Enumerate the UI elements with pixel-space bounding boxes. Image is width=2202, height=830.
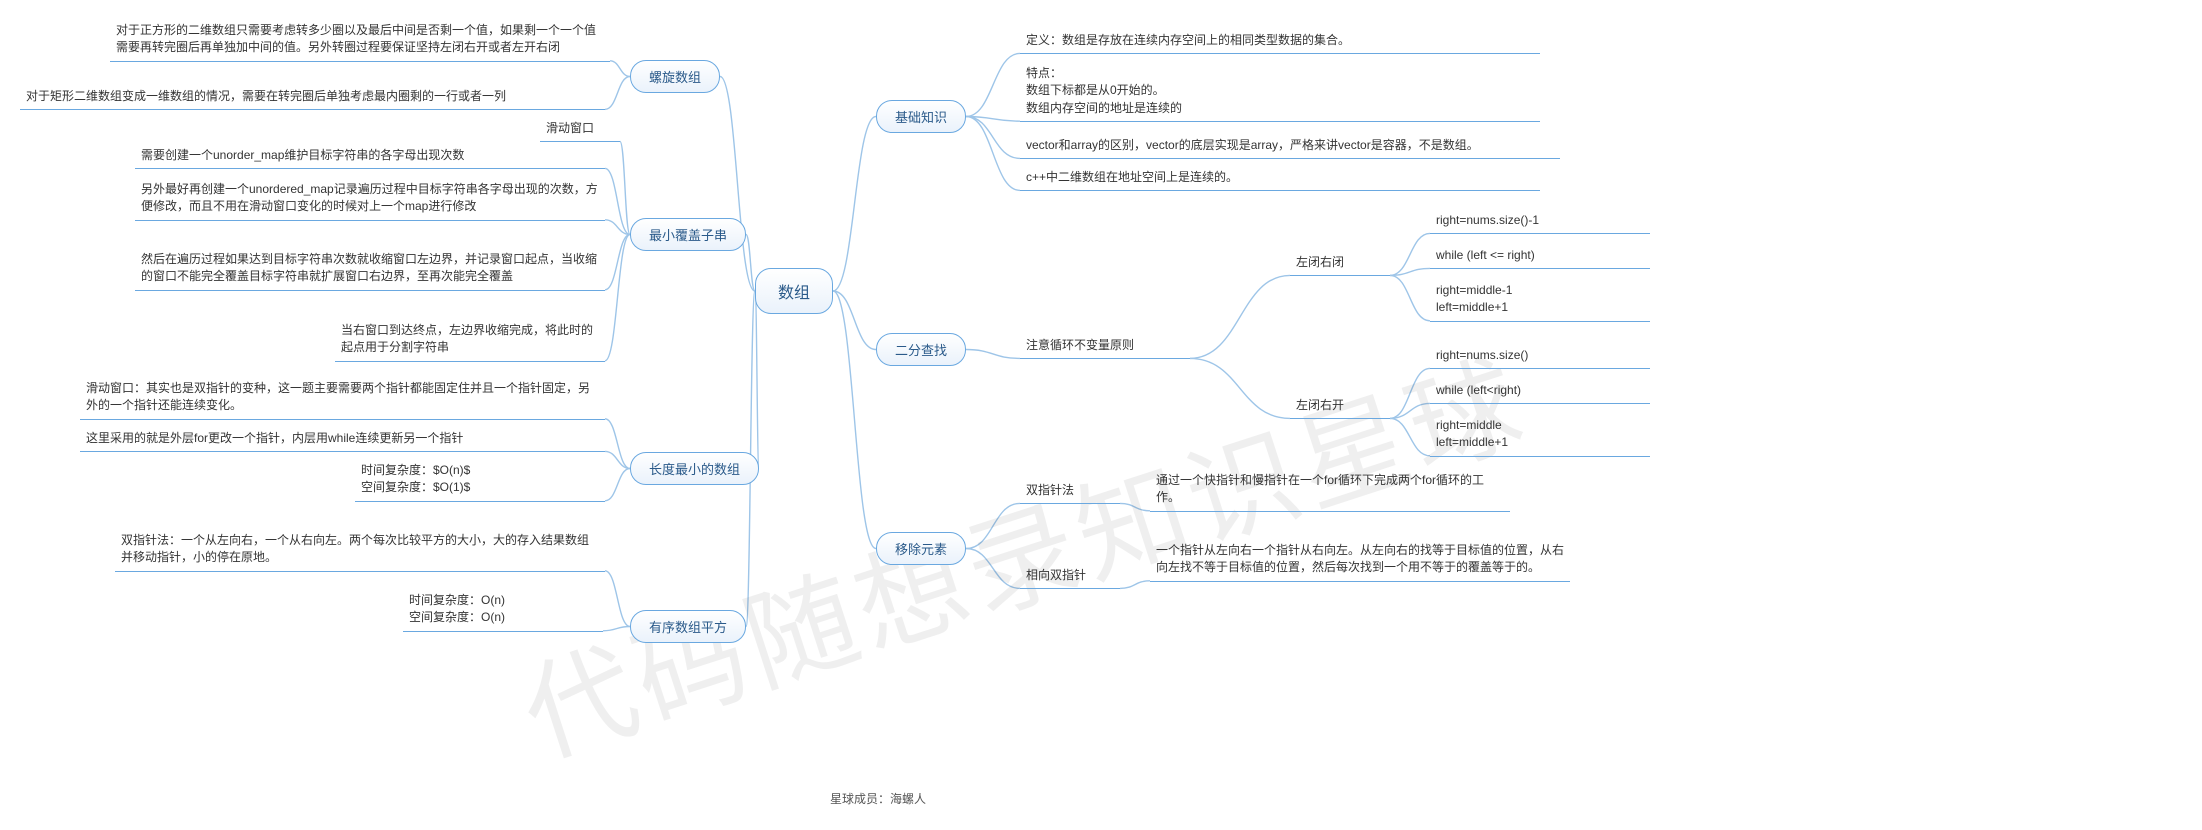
leaf-l_bin_lc2: while (left <= right) — [1430, 245, 1650, 269]
leaf-l_b4: c++中二维数组在地址空间上是连续的。 — [1020, 167, 1540, 191]
branch-b_spiral: 螺旋数组 — [630, 60, 720, 93]
branch-b_sqr: 有序数组平方 — [630, 610, 746, 643]
branch-b_basic: 基础知识 — [876, 100, 966, 133]
footer-credit: 星球成员：海螺人 — [830, 790, 926, 807]
branch-b_minsub: 最小覆盖子串 — [630, 218, 746, 251]
leaf-l_rm1d: 通过一个快指针和慢指针在一个for循环下完成两个for循环的工作。 — [1150, 470, 1510, 512]
leaf-l_sq2: 时间复杂度：O(n) 空间复杂度：O(n) — [403, 590, 603, 632]
leaf-l_b1: 定义：数组是存放在连续内存空间上的相同类型数据的集合。 — [1020, 30, 1540, 54]
leaf-l_ms0: 滑动窗口 — [540, 118, 620, 142]
leaf-l_sq1: 双指针法：一个从左向右，一个从右向左。两个每次比较平方的大小，大的存入结果数组并… — [115, 530, 605, 572]
leaf-l_ml3: 时间复杂度：$O(n)$ 空间复杂度：$O(1)$ — [355, 460, 605, 502]
leaf-l_ml2: 这里采用的就是外层for更改一个指针，内层用while连续更新另一个指针 — [80, 428, 605, 452]
leaf-l_bin_lo3: right=middle left=middle+1 — [1430, 415, 1650, 457]
leaf-l_bin_lc1: right=nums.size()-1 — [1430, 210, 1650, 234]
branch-root: 数组 — [755, 268, 833, 314]
leaf-l_bin_lc: 左闭右闭 — [1290, 252, 1390, 276]
branch-b_rm: 移除元素 — [876, 532, 966, 565]
leaf-l_bin_lo1: right=nums.size() — [1430, 345, 1650, 369]
leaf-l_b3: vector和array的区别，vector的底层实现是array，严格来讲ve… — [1020, 135, 1560, 159]
branch-b_bin: 二分查找 — [876, 333, 966, 366]
leaf-l_bin_lo2: while (left<right) — [1430, 380, 1650, 404]
branch-b_minlen: 长度最小的数组 — [630, 452, 759, 485]
leaf-l_b2: 特点： 数组下标都是从0开始的。 数组内存空间的地址是连续的 — [1020, 63, 1540, 122]
leaf-l_rm1: 双指针法 — [1020, 480, 1120, 504]
leaf-l_ms1: 需要创建一个unorder_map维护目标字符串的各字母出现次数 — [135, 145, 605, 169]
leaf-l_rm2d: 一个指针从左向右一个指针从右向左。从左向右的找等于目标值的位置，从右向左找不等于… — [1150, 540, 1570, 582]
leaf-l_spiral1: 对于正方形的二维数组只需要考虑转多少圈以及最后中间是否剩一个值，如果剩一个一个值… — [110, 20, 610, 62]
leaf-l_ms4: 当右窗口到达终点，左边界收缩完成，将此时的起点用于分割字符串 — [335, 320, 605, 362]
leaf-l_ms3: 然后在遍历过程如果达到目标字符串次数就收缩窗口左边界，并记录窗口起点，当收缩的窗… — [135, 249, 605, 291]
leaf-l_spiral2: 对于矩形二维数组变成一维数组的情况，需要在转完圈后单独考虑最内圈剩的一行或者一列 — [20, 86, 605, 110]
leaf-l_bin_lo: 左闭右开 — [1290, 395, 1390, 419]
leaf-l_rm2: 相向双指针 — [1020, 565, 1120, 589]
leaf-l_ms2: 另外最好再创建一个unordered_map记录遍历过程中目标字符串各字母出现的… — [135, 179, 605, 221]
leaf-l_ml1: 滑动窗口：其实也是双指针的变种，这一题主要需要两个指针都能固定住并且一个指针固定… — [80, 378, 605, 420]
leaf-l_bin_note: 注意循环不变量原则 — [1020, 335, 1190, 359]
leaf-l_bin_lc3: right=middle-1 left=middle+1 — [1430, 280, 1650, 322]
